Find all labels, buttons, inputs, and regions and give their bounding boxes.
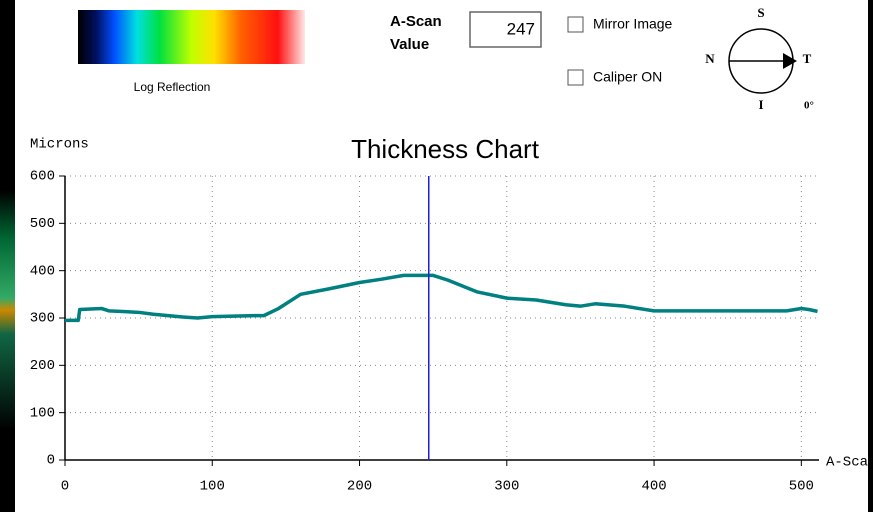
screen: Log Reflection A-Scan Value 247 Mirror I…: [0, 0, 873, 512]
y-tick-label: 200: [30, 358, 55, 374]
colorbar-label: Log Reflection: [134, 80, 211, 94]
image-edge: [0, 190, 15, 430]
chart-title: Thickness Chart: [351, 134, 540, 164]
a-scan-value[interactable]: 247: [507, 19, 535, 38]
compass-label: I: [758, 97, 763, 112]
compass-label: N: [705, 51, 715, 66]
a-scan-label: A-Scan: [390, 13, 442, 30]
x-tick-label: 300: [494, 479, 519, 495]
y-axis-label: Microns: [30, 137, 89, 153]
y-tick-label: 100: [30, 405, 55, 421]
x-tick-label: 400: [641, 479, 666, 495]
y-tick-label: 300: [30, 311, 55, 327]
y-tick-label: 600: [30, 169, 55, 185]
x-axis-label: A-Scan: [826, 455, 873, 471]
checkbox[interactable]: [568, 70, 583, 85]
compass-label: S: [757, 5, 764, 20]
checkbox-label[interactable]: Mirror Image: [593, 16, 673, 32]
a-scan-label: Value: [390, 36, 429, 53]
checkbox-label[interactable]: Caliper ON: [593, 69, 662, 85]
compass-label: T: [803, 51, 812, 66]
colorbar: [78, 10, 305, 64]
compass-label: 0°: [804, 100, 814, 112]
y-tick-label: 500: [30, 216, 55, 232]
panel: [15, 0, 868, 512]
y-tick-label: 0: [47, 453, 55, 469]
x-tick-label: 500: [789, 479, 814, 495]
x-tick-label: 100: [200, 479, 225, 495]
x-tick-label: 200: [347, 479, 372, 495]
checkbox[interactable]: [568, 17, 583, 32]
x-tick-label: 0: [61, 479, 69, 495]
y-tick-label: 400: [30, 263, 55, 279]
